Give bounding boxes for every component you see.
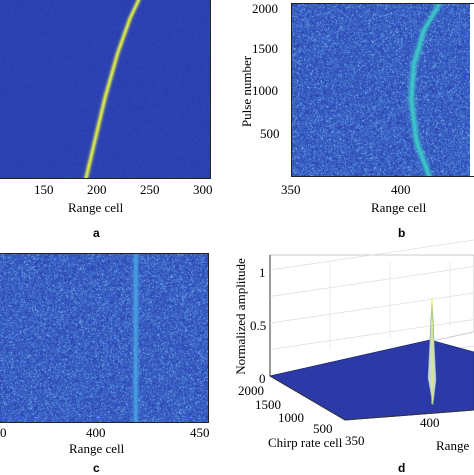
x-axis-label-b: Range cell: [371, 200, 427, 215]
y-tick-d-3: 500: [313, 421, 333, 436]
z-axis-label-d: Normalized amplitude: [232, 258, 248, 375]
x-tick-c-0: 0: [0, 425, 7, 440]
x-tick-b-0: 350: [281, 182, 301, 197]
x-tick-c-1: 400: [86, 425, 106, 440]
x-tick-b-1: 400: [391, 182, 411, 197]
x-axis-label-a: Range cell: [68, 200, 124, 215]
x-tick-a-0: 150: [34, 182, 54, 197]
panel-letter-b: b: [398, 226, 406, 240]
y-tick-d-0: 2000: [238, 383, 264, 398]
z-tick-d-2: 0: [259, 371, 266, 386]
grid-line-d: [269, 319, 474, 350]
panel-letter-a: a: [93, 226, 100, 240]
x-axis-line-d: [344, 409, 474, 421]
panel-letter-c: c: [93, 461, 100, 475]
z-tick-d-1: 0.5: [250, 318, 267, 333]
x-tick-a-2: 250: [140, 182, 160, 197]
heatmap-a: [0, 0, 210, 178]
grid-line-d: [269, 239, 474, 271]
y-tick-b-0: 2000: [252, 1, 278, 16]
x-tick-a-3: 300: [193, 182, 213, 197]
y-tick-b-2: 1000: [252, 83, 278, 98]
y-tick-d-1: 1500: [255, 397, 281, 412]
y-axis-label-d: Chirp rate cell: [268, 435, 343, 450]
grid-line-d: [269, 292, 474, 324]
heatmap-c: [0, 254, 208, 422]
x-tick-c-2: 450: [190, 425, 210, 440]
y-tick-b-1: 1500: [252, 41, 278, 56]
heatmap-b: [292, 4, 470, 176]
x-tick-a-1: 200: [87, 182, 107, 197]
x-axis-label-d: Range: [436, 438, 470, 453]
y-tick-b-3: 500: [260, 126, 280, 141]
x-tick-d-0: 400: [420, 415, 440, 430]
panel-letter-d: d: [398, 461, 406, 475]
z-tick-d-0: 1: [259, 265, 266, 280]
y-tick-d-4: 350: [345, 433, 365, 448]
y-axis-line-d: [269, 375, 346, 421]
x-axis-label-c: Range cell: [69, 441, 125, 456]
y-tick-d-2: 1000: [278, 410, 304, 425]
grid-line-d: [269, 266, 474, 297]
